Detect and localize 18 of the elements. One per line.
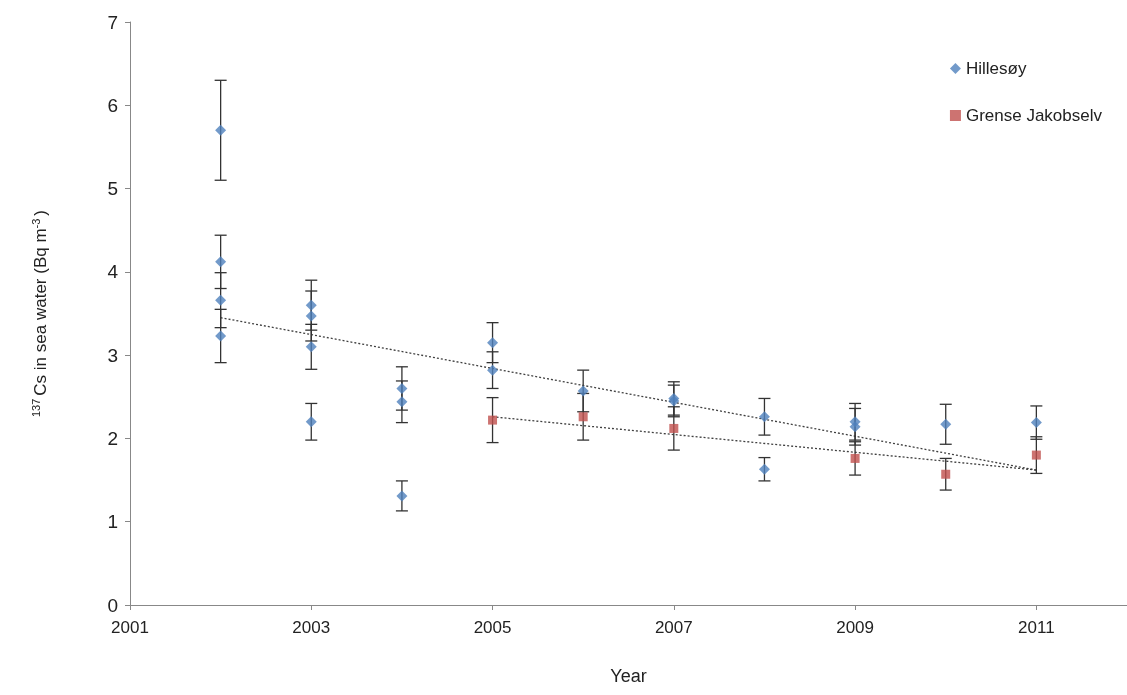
x-tick-label: 2011 — [1018, 618, 1055, 637]
x-tick-label: 2005 — [473, 618, 512, 637]
y-tick-label: 2 — [107, 427, 118, 449]
x-tick-label: 2007 — [654, 618, 693, 637]
y-tick-label: 7 — [107, 11, 118, 33]
y-tick-label: 0 — [107, 594, 118, 616]
x-axis-title: Year — [610, 666, 647, 686]
x-tick-label: 2001 — [111, 618, 149, 637]
x-tick-label: 2009 — [836, 618, 874, 637]
y-tick-label: 4 — [107, 261, 119, 283]
legend-label: Grense Jakobselv — [965, 106, 1103, 125]
x-tick-label: 2003 — [292, 618, 331, 637]
legend-label: Hillesøy — [965, 59, 1027, 78]
y-tick-label: 5 — [107, 178, 118, 200]
y-tick-label: 3 — [107, 344, 118, 366]
y-tick-label: 1 — [107, 511, 118, 533]
y-axis-title: 137Cs in sea water (Bq m-3) — [29, 209, 50, 418]
y-tick-label: 6 — [107, 94, 118, 116]
